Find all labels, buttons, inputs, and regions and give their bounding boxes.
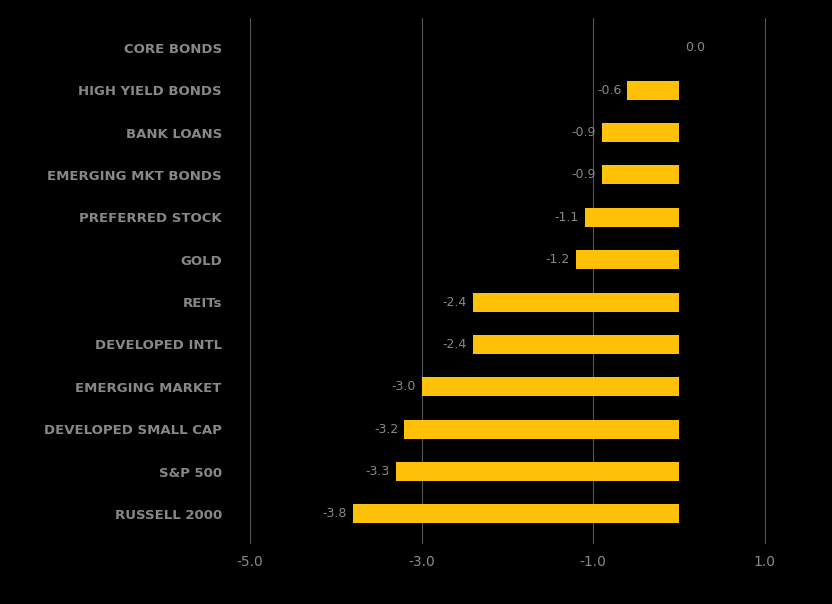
Bar [602,123,679,142]
Text: -3.3: -3.3 [365,465,390,478]
Bar [627,80,679,100]
Text: -1.2: -1.2 [546,253,570,266]
Bar [422,378,679,396]
Text: -3.0: -3.0 [391,381,416,393]
Bar [396,462,679,481]
Text: -0.9: -0.9 [572,169,596,181]
Bar [585,208,679,227]
Bar [602,165,679,184]
Bar [473,335,679,354]
Bar [404,420,679,439]
Text: -1.1: -1.1 [554,211,578,224]
Text: 0.0: 0.0 [685,41,705,54]
Text: -3.8: -3.8 [323,507,347,521]
Text: -2.4: -2.4 [443,295,467,309]
Text: -0.9: -0.9 [572,126,596,139]
Bar [353,504,679,524]
Text: -3.2: -3.2 [374,423,399,435]
Bar [576,250,679,269]
Bar [473,292,679,312]
Text: -0.6: -0.6 [597,84,622,97]
Text: -2.4: -2.4 [443,338,467,351]
